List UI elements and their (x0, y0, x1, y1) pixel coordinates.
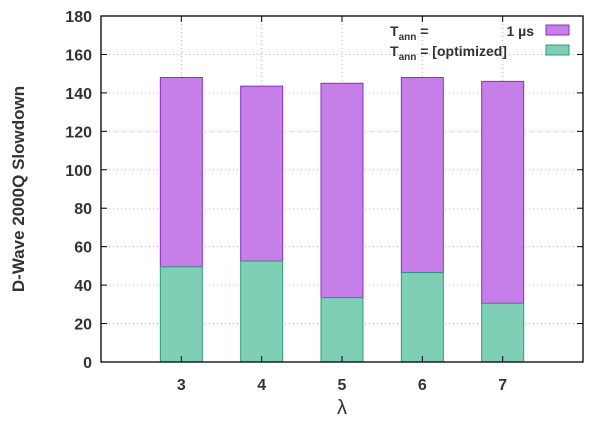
bar-optimized-cat-7 (481, 302, 525, 363)
x-tick-label: 5 (338, 377, 347, 394)
bar-optimized-cat-4 (240, 260, 284, 363)
x-tick-label: 6 (418, 377, 427, 394)
x-tick-label: 3 (177, 377, 186, 394)
bar-optimized-cat-3 (159, 266, 203, 363)
bars (159, 77, 525, 363)
y-tick-label: 160 (65, 47, 92, 64)
x-axis: 3 4 5 6 7 (177, 16, 507, 394)
y-tick-label: 0 (83, 355, 92, 372)
y-tick-label: 140 (65, 86, 92, 103)
x-tick-label: 4 (257, 377, 266, 394)
x-tick-label: 7 (498, 377, 507, 394)
bar-optimized-cat-5 (320, 297, 364, 363)
y-tick-label: 20 (74, 317, 92, 334)
bar-optimized-cat-6 (400, 272, 444, 363)
bar-1us-cat-5 (320, 82, 364, 299)
bar-1us-cat-7 (481, 80, 525, 304)
bar-1us-cat-3 (159, 77, 203, 268)
legend: Tann = 1 µs Tann = [optimized] (390, 23, 570, 63)
x-axis-label: λ (337, 397, 347, 419)
legend-value: 1 µs (506, 23, 534, 39)
y-tick-label: 120 (65, 124, 92, 141)
y-tick-label: 180 (65, 9, 92, 26)
legend-swatch (545, 24, 570, 36)
y-tick-label: 100 (65, 163, 92, 180)
legend-label: Tann = (390, 23, 428, 43)
y-tick-label: 80 (74, 201, 92, 218)
y-axis: 0 20 40 60 80 100 120 140 160 180 (65, 9, 583, 372)
y-axis-label: D-Wave 2000Q Slowdown (9, 86, 28, 292)
y-tick-label: 60 (74, 240, 92, 257)
legend-label: Tann = [optimized] (390, 43, 507, 63)
bar-1us-cat-4 (240, 85, 284, 262)
legend-swatch (545, 44, 570, 56)
bar-1us-cat-6 (400, 77, 444, 274)
y-tick-label: 40 (74, 278, 92, 295)
